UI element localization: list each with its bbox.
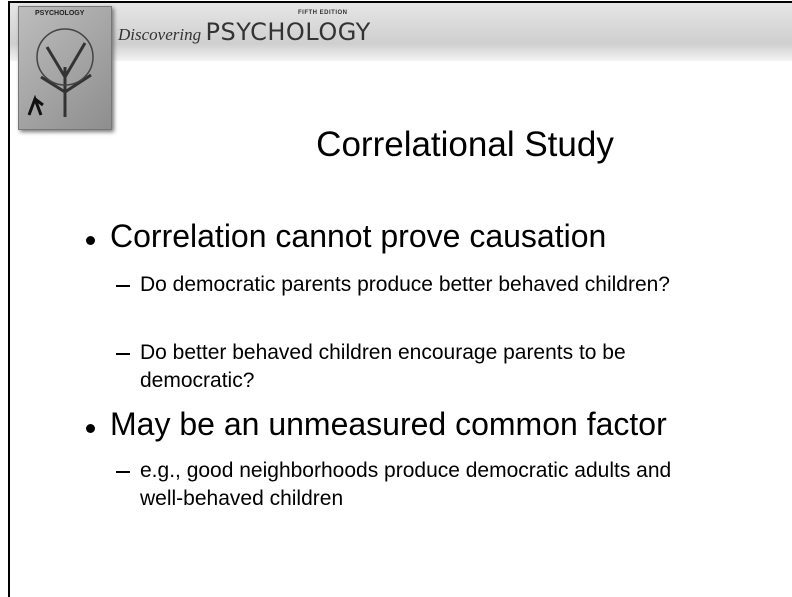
brand-main: PSYCHOLOGY [206,18,371,46]
bullet-text: May be an unmeasured common factor [110,406,667,443]
sub-bullet: e.g., good neighborhoods produce democra… [140,457,700,513]
slide-title: Correlational Study [250,125,680,165]
edition: FIFTH EDITION [298,10,348,16]
sub-bullet: Do democratic parents produce better beh… [140,271,700,299]
figure [29,99,43,115]
dash [116,471,130,473]
brand: Discovering PSYCHOLOGY [118,18,371,46]
book-cover: PSYCHOLOGY [18,6,112,130]
bullet-text: Correlation cannot prove causation [110,218,606,255]
page: FIFTH EDITION Discovering PSYCHOLOGY PSY… [0,0,792,597]
dash [116,285,130,287]
sub-bullet: Do better behaved children encourage par… [140,339,700,395]
cover-art [19,7,111,129]
bullet [86,236,95,245]
bullet [86,424,95,433]
dash [116,353,130,355]
brand-script: Discovering [118,25,201,44]
